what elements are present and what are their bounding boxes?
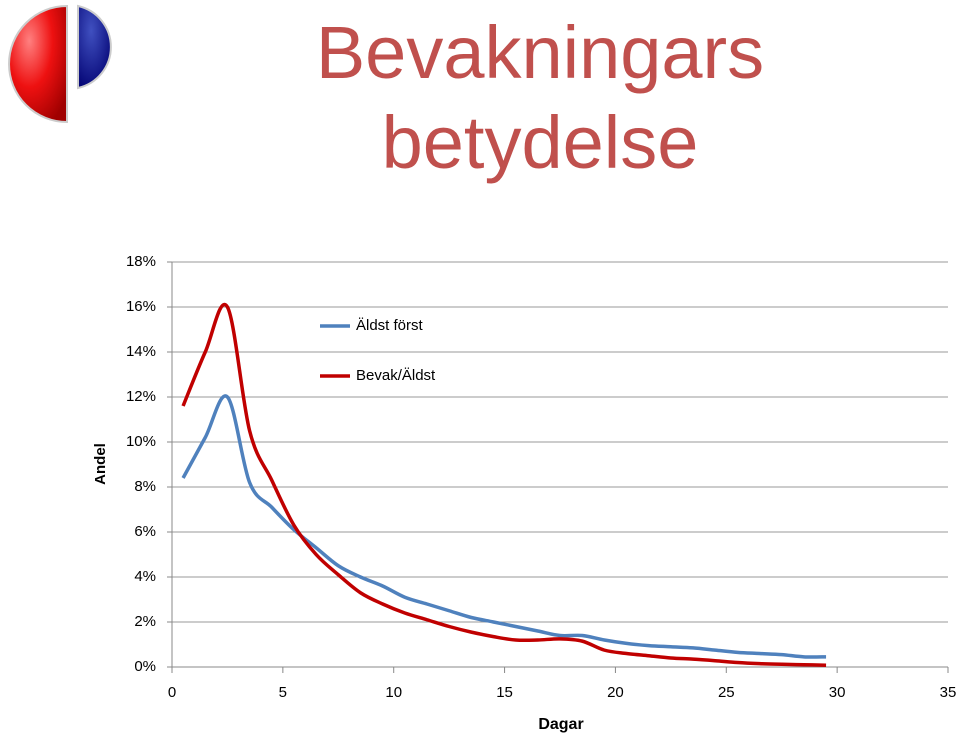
y-tick-label: 4% xyxy=(134,568,156,585)
x-axis-title: Dagar xyxy=(538,716,583,733)
logo-blue xyxy=(77,4,112,90)
x-tick-label: 35 xyxy=(940,684,957,701)
line-series xyxy=(181,302,827,667)
logo-red xyxy=(8,4,68,124)
x-tick-label: 0 xyxy=(168,684,176,701)
y-tick-label: 10% xyxy=(126,433,156,450)
slide-title: Bevakningars betydelse xyxy=(315,11,765,184)
y-tick-label: 18% xyxy=(126,253,156,270)
y-tick-label: 8% xyxy=(134,478,156,495)
logo xyxy=(8,4,112,124)
y-tick-label: 6% xyxy=(134,523,156,540)
x-tick-label: 30 xyxy=(829,684,846,701)
x-tick-label: 10 xyxy=(385,684,402,701)
y-tick-label: 12% xyxy=(126,388,156,405)
y-tick-label: 14% xyxy=(126,343,156,360)
y-tick-label: 0% xyxy=(134,658,156,675)
y-axis-title: Andel xyxy=(92,443,109,485)
y-tick-label: 2% xyxy=(134,613,156,630)
legend-label: Äldst först xyxy=(356,317,424,334)
line-series xyxy=(181,394,827,659)
legend-label: Bevak/Äldst xyxy=(356,367,436,384)
x-tick-label: 20 xyxy=(607,684,624,701)
x-tick-label: 5 xyxy=(279,684,287,701)
x-tick-label: 25 xyxy=(718,684,735,701)
y-tick-label: 16% xyxy=(126,298,156,315)
x-tick-label: 15 xyxy=(496,684,513,701)
